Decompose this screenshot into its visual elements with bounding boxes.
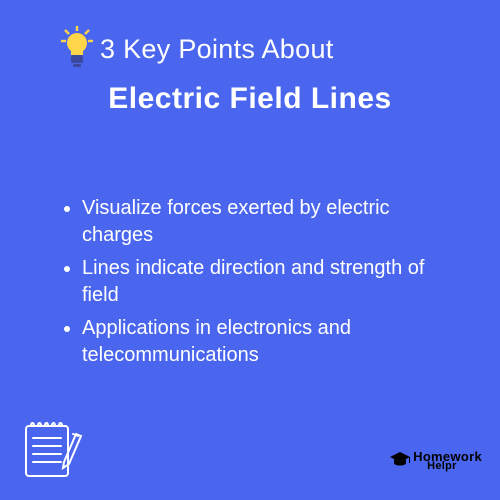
lightbulb-icon (60, 26, 94, 73)
header-row: 3 Key Points About (60, 26, 334, 73)
list-item: Lines indicate direction and strength of… (82, 255, 455, 309)
list-item: Applications in electronics and telecomm… (82, 315, 455, 369)
infographic-canvas: 3 Key Points About Electric Field Lines … (0, 0, 500, 500)
heading-line-2: Electric Field Lines (0, 82, 500, 116)
heading-line-1: 3 Key Points About (100, 34, 334, 65)
graduation-cap-icon (389, 451, 411, 472)
brand-logo: Homework Helpr (389, 451, 482, 472)
list-item: Visualize forces exerted by electric cha… (82, 195, 455, 249)
key-points-list: Visualize forces exerted by electric cha… (60, 195, 455, 375)
brand-text: Homework Helpr (413, 451, 482, 471)
